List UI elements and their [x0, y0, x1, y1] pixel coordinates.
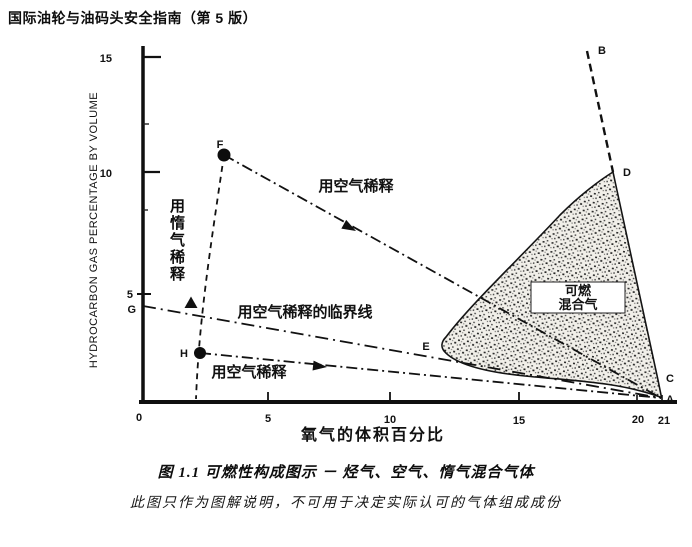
point-F-marker	[217, 148, 231, 162]
x-axis-title: 氧气的体积百分比	[300, 425, 445, 444]
line-F-inert-dilution	[195, 154, 225, 400]
point-label-C: C	[666, 373, 674, 385]
x-tick-label-0: 0	[136, 412, 142, 424]
point-label-G: G	[127, 304, 136, 316]
x-tick-label-5: 5	[265, 413, 271, 425]
arrowhead-H-A	[312, 360, 327, 371]
point-label-E: E	[422, 341, 429, 353]
flammable-label-line2: 混合气	[558, 297, 597, 312]
point-H-marker	[194, 347, 206, 359]
x-tick-label-15: 15	[513, 415, 525, 427]
flammable-label-line1: 可燃	[565, 283, 592, 298]
page-title: 国际油轮与油码头安全指南（第 5 版）	[8, 10, 258, 26]
x-tick-label-20: 20	[632, 414, 644, 426]
annotation-critical-line: 用空气稀释的临界线	[237, 303, 372, 321]
x-tick-label-10: 10	[384, 414, 396, 426]
triangle-marker	[184, 296, 198, 308]
flammability-diagram: 15 10 5 0 5 10 15 20 21 HYDROCARBON GAS …	[88, 45, 677, 444]
point-label-D: D	[623, 167, 631, 179]
annotation-dilute-inert-gas: 用惰气稀释	[168, 198, 185, 283]
y-tick-label-5: 5	[127, 289, 133, 301]
line-B-D	[585, 50, 615, 173]
point-label-H: H	[180, 348, 188, 360]
y-tick-label-10: 10	[100, 168, 112, 180]
point-label-A: A	[666, 394, 674, 406]
annotation-dilute-air-lower: 用空气稀释	[211, 363, 287, 381]
y-axis-title: HYDROCARBON GAS PERCENTAGE BY VOLUME	[88, 92, 100, 368]
figure-note: 此图只作为图解说明，不可用于决定实际认可的气体组成成份	[130, 496, 562, 511]
flammable-label-box	[530, 281, 626, 314]
line-G-A-critical	[142, 305, 662, 399]
line-H-A-dilute-air	[199, 352, 662, 399]
annotation-dilute-air-upper: 用空气稀释	[318, 177, 394, 195]
point-label-F: F	[217, 139, 224, 151]
point-label-B: B	[598, 45, 606, 57]
y-tick-label-15: 15	[100, 53, 112, 65]
arrowhead-F-A	[341, 219, 356, 231]
figure-caption: 图 1.1 可燃性构成图示 － 烃气、空气、惰气混合气体	[157, 465, 535, 481]
x-tick-label-21: 21	[658, 415, 670, 427]
